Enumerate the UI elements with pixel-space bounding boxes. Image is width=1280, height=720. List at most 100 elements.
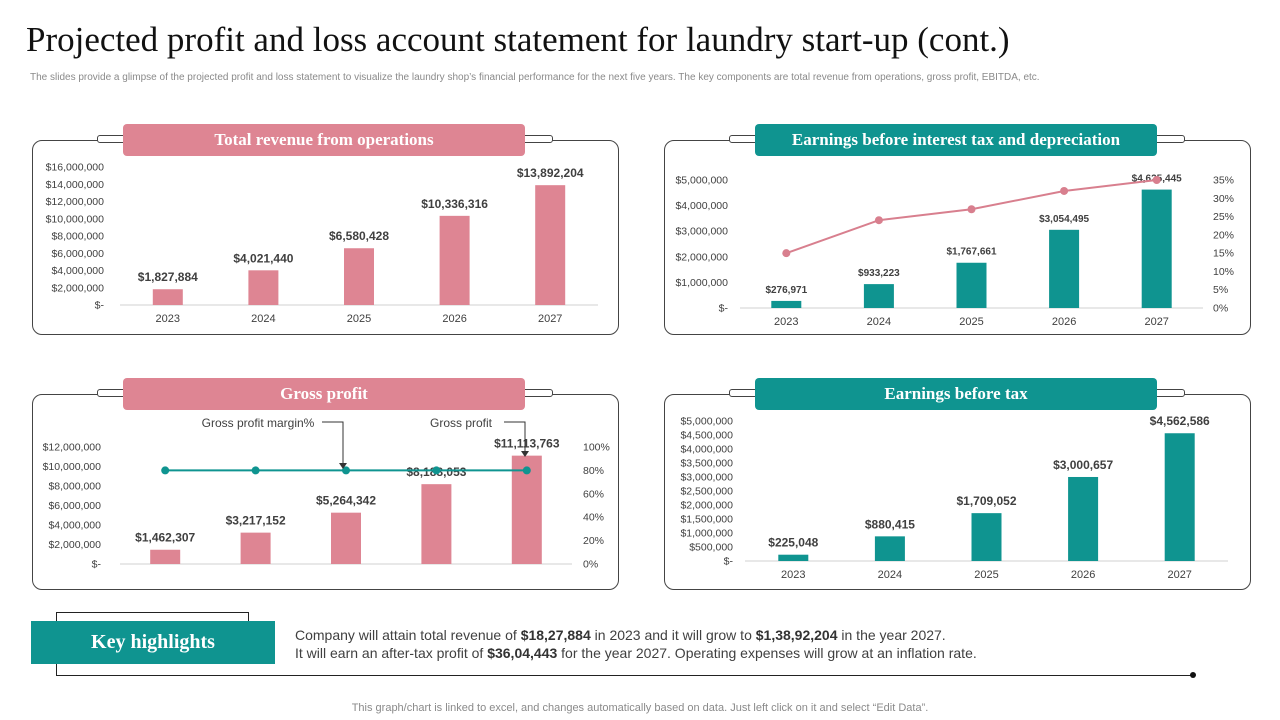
line-point	[342, 466, 350, 475]
line-point	[782, 249, 791, 258]
x-tick-label: 2027	[538, 313, 562, 325]
x-tick-label: 2023	[774, 316, 798, 328]
y-tick-label: $5,000,000	[675, 175, 728, 187]
bar-value-label: $6,580,428	[329, 229, 389, 243]
bar	[439, 215, 470, 305]
line-point	[251, 466, 260, 475]
key-highlights-text: Company will attain total revenue of $18…	[295, 626, 977, 662]
x-tick-label: 2025	[347, 313, 371, 325]
bar	[771, 300, 802, 308]
y-tick-label: $14,000,000	[46, 179, 105, 191]
y2-tick-label: 10%	[1213, 266, 1234, 278]
highlight-bracket-top	[56, 612, 248, 613]
line-point	[432, 466, 441, 475]
x-tick-label: 2026	[1071, 569, 1095, 581]
y-tick-label: $1,000,000	[675, 277, 728, 289]
y-tick-label: $1,000,000	[680, 528, 733, 540]
x-tick-label: 2023	[781, 569, 805, 581]
y-tick-label: $4,500,000	[680, 430, 733, 442]
y-tick-label: $12,000,000	[43, 442, 102, 454]
bar	[535, 185, 566, 305]
page-subtitle: The slides provide a glimpse of the proj…	[30, 72, 1040, 83]
line-point	[967, 205, 976, 214]
y-tick-label: $-	[92, 559, 102, 571]
y-tick-label: $8,000,000	[48, 481, 101, 493]
bar	[874, 536, 905, 561]
line-point	[874, 216, 883, 225]
x-tick-label: 2025	[959, 316, 983, 328]
bar-value-label: $1,462,307	[135, 531, 195, 545]
y-tick-label: $2,500,000	[680, 486, 733, 498]
key-highlights-label: Key highlights	[31, 621, 275, 664]
y-tick-label: $10,000,000	[43, 461, 102, 473]
bar-value-label: $276,971	[765, 285, 807, 296]
y2-tick-label: 60%	[583, 488, 604, 500]
bar	[331, 512, 361, 564]
bar-value-label: $4,562,586	[1150, 414, 1210, 428]
bar-value-label: $880,415	[865, 517, 915, 531]
revenue-panel	[32, 140, 619, 335]
y2-tick-label: 0%	[583, 559, 598, 571]
annotation-margin-label: Gross profit margin%	[202, 416, 315, 430]
y2-tick-label: 35%	[1213, 175, 1234, 187]
y2-tick-label: 25%	[1213, 211, 1234, 223]
x-tick-label: 2023	[156, 313, 180, 325]
bar-value-label: $1,827,884	[138, 270, 198, 284]
y2-tick-label: 20%	[583, 535, 604, 547]
y2-tick-label: 0%	[1213, 303, 1228, 315]
y-tick-label: $4,000,000	[51, 265, 104, 277]
bar-value-label: $13,892,204	[517, 166, 584, 180]
y-tick-label: $3,000,000	[680, 472, 733, 484]
bar	[956, 262, 987, 308]
y-tick-label: $2,000,000	[675, 251, 728, 263]
y-tick-label: $2,000,000	[48, 539, 101, 551]
ebt-chart-title: Earnings before tax	[755, 378, 1157, 410]
y-tick-label: $4,000,000	[675, 200, 728, 212]
footer-note: This graph/chart is linked to excel, and…	[351, 702, 929, 714]
y-tick-label: $-	[95, 300, 105, 312]
bar	[152, 289, 183, 305]
bar-value-label: $3,000,657	[1053, 458, 1113, 472]
y-tick-label: $1,500,000	[680, 514, 733, 526]
y-tick-label: $3,000,000	[675, 226, 728, 238]
bar	[240, 532, 271, 564]
annotation-gross-leader	[504, 421, 526, 454]
revenue-chart-title: Total revenue from operations	[123, 124, 525, 156]
y-tick-label: $16,000,000	[46, 162, 105, 174]
x-tick-label: 2026	[442, 313, 466, 325]
y2-tick-label: 30%	[1213, 193, 1234, 205]
ebitda-chart-title: Earnings before interest tax and depreci…	[755, 124, 1157, 156]
bar-value-label: $11,113,763	[494, 437, 560, 451]
bar	[1141, 189, 1172, 308]
annotation-margin-leader	[322, 421, 344, 466]
bar-value-label: $10,336,316	[421, 197, 488, 211]
page-title: Projected profit and loss account statem…	[26, 20, 1010, 59]
ebt-panel	[664, 394, 1251, 590]
bar-value-label: $1,709,052	[956, 494, 1016, 508]
bar	[1164, 433, 1195, 561]
y-tick-label: $2,000,000	[51, 282, 104, 294]
x-tick-label: 2025	[974, 569, 998, 581]
bar-value-label: $1,767,661	[946, 247, 996, 258]
bar-value-label: $933,223	[858, 268, 900, 279]
y-tick-label: $-	[724, 556, 734, 568]
bar	[1049, 229, 1080, 308]
y-tick-label: $10,000,000	[46, 213, 105, 225]
bar	[344, 248, 374, 305]
x-tick-label: 2024	[878, 569, 902, 581]
y2-tick-label: 80%	[583, 465, 604, 477]
y2-tick-label: 5%	[1213, 284, 1228, 296]
bar	[971, 513, 1002, 561]
x-tick-label: 2024	[251, 313, 275, 325]
bar	[150, 549, 181, 564]
bar-value-label: $4,021,440	[233, 251, 293, 265]
annotation-arrow	[521, 451, 529, 457]
y-tick-label: $8,000,000	[51, 231, 104, 243]
bar-value-label: $3,054,495	[1039, 214, 1089, 225]
y2-tick-label: 20%	[1213, 229, 1234, 241]
bar	[1068, 476, 1099, 561]
